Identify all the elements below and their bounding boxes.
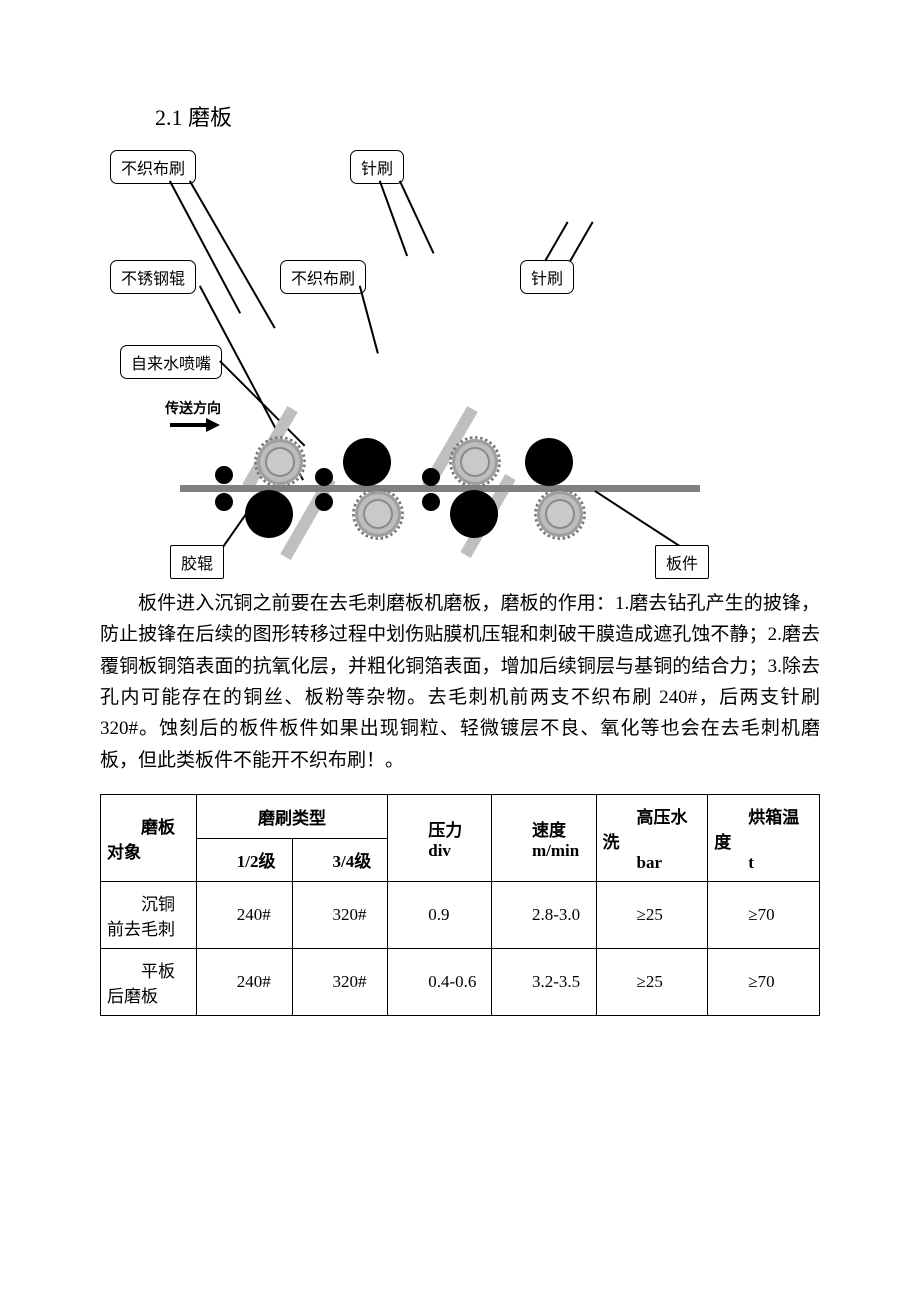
td-oven: ≥70 xyxy=(708,882,820,949)
label-nonwoven-top: 不织布刷 xyxy=(110,150,196,184)
roller-small xyxy=(422,493,440,511)
td-g12: 240# xyxy=(196,882,292,949)
roller-small xyxy=(215,466,233,484)
roller-small xyxy=(315,493,333,511)
label-board: 板件 xyxy=(655,545,709,579)
direction-label: 传送方向 xyxy=(165,398,221,418)
th-object: 磨板对象 xyxy=(101,795,197,882)
th-speed: 速度m/min xyxy=(492,795,597,882)
th-grade34: 3/4级 xyxy=(292,838,388,882)
roller-big xyxy=(343,438,391,486)
callout-line xyxy=(544,221,568,261)
label-steel-roller: 不锈钢辊 xyxy=(110,260,196,294)
th-hp-wash: 高压水洗bar xyxy=(596,795,708,882)
callout-line xyxy=(359,286,379,354)
label-water-nozzle: 自来水喷嘴 xyxy=(120,345,222,379)
roller-big xyxy=(525,438,573,486)
td-hp: ≥25 xyxy=(596,882,708,949)
label-needle-top: 针刷 xyxy=(350,150,404,184)
table-header-row: 磨板对象 磨刷类型 压力div 速度m/min 高压水洗bar 烘箱温度t xyxy=(101,795,820,839)
parameter-table: 磨板对象 磨刷类型 压力div 速度m/min 高压水洗bar 烘箱温度t 1/… xyxy=(100,794,820,1016)
section-heading: 2.1 磨板 xyxy=(155,100,820,132)
td-g34: 320# xyxy=(292,882,388,949)
th-pressure: 压力div xyxy=(388,795,492,882)
td-pressure: 0.9 xyxy=(388,882,492,949)
roller-gear xyxy=(257,439,303,485)
callout-line xyxy=(399,180,434,253)
td-g34: 320# xyxy=(292,949,388,1016)
td-object: 平板后磨板 xyxy=(101,949,197,1016)
td-g12: 240# xyxy=(196,949,292,1016)
roller-gear xyxy=(452,439,498,485)
roller-small xyxy=(215,493,233,511)
td-pressure: 0.4-0.6 xyxy=(388,949,492,1016)
td-speed: 3.2-3.5 xyxy=(492,949,597,1016)
callout-line xyxy=(189,180,275,328)
callout-line xyxy=(219,509,249,551)
th-grade12: 1/2级 xyxy=(196,838,292,882)
roller-big xyxy=(245,490,293,538)
roller-gear xyxy=(355,491,401,537)
callout-line xyxy=(569,221,593,261)
roller-small xyxy=(315,468,333,486)
roller-gear xyxy=(537,491,583,537)
roller-small xyxy=(422,468,440,486)
conveyor-line xyxy=(180,485,700,492)
td-object: 沉铜前去毛刺 xyxy=(101,882,197,949)
th-brush-type: 磨刷类型 xyxy=(196,795,388,839)
table-row: 平板后磨板 240# 320# 0.4-0.6 3.2-3.5 ≥25 ≥70 xyxy=(101,949,820,1016)
brush-roller-diagram: 不织布刷 针刷 不锈钢辊 不织布刷 针刷 自来水喷嘴 传送方向 胶辊 板件 xyxy=(100,150,740,570)
description-paragraph: 板件进入沉铜之前要在去毛刺磨板机磨板，磨板的作用：1.磨去钻孔产生的披锋，防止披… xyxy=(100,588,820,776)
label-glue-roller: 胶辊 xyxy=(170,545,224,579)
td-oven: ≥70 xyxy=(708,949,820,1016)
callout-line xyxy=(219,360,305,446)
label-needle-mid: 针刷 xyxy=(520,260,574,294)
roller-big xyxy=(450,490,498,538)
label-nonwoven-mid: 不织布刷 xyxy=(280,260,366,294)
direction-arrow-icon xyxy=(170,418,220,432)
td-speed: 2.8-3.0 xyxy=(492,882,597,949)
th-oven: 烘箱温度t xyxy=(708,795,820,882)
td-hp: ≥25 xyxy=(596,949,708,1016)
table-row: 沉铜前去毛刺 240# 320# 0.9 2.8-3.0 ≥25 ≥70 xyxy=(101,882,820,949)
